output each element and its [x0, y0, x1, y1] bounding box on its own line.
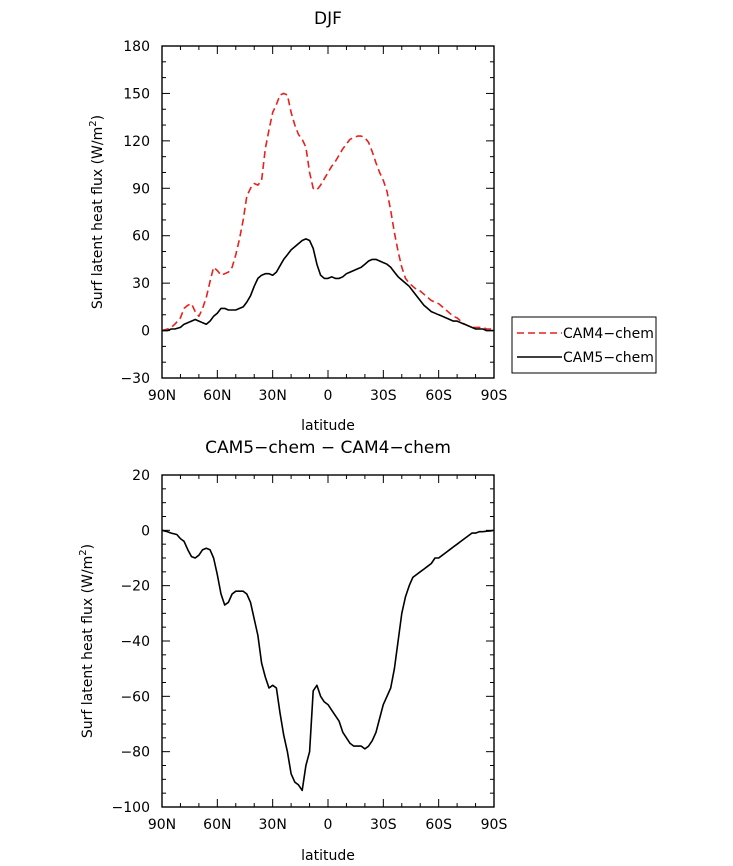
bottom-x-axis-label: latitude: [301, 848, 355, 864]
top-plot-frame: [161, 45, 495, 379]
top-y-tick-label: 30: [132, 276, 150, 292]
bottom-x-tick-label: 0: [324, 817, 333, 833]
top-series-cam4-line: [161, 92, 495, 332]
legend-box: [511, 316, 657, 374]
legend-label-cam4: CAM4−chem: [563, 326, 654, 342]
bottom-x-tick-label: 90N: [148, 817, 176, 833]
bottom-chart-title: CAM5−chem − CAM4−chem: [205, 438, 451, 458]
top-x-axis-label: latitude: [301, 418, 355, 434]
bottom-difference-line: [161, 529, 495, 792]
bottom-x-tick-label: 90S: [481, 817, 508, 833]
top-x-tick-label: 30S: [370, 388, 397, 404]
bottom-y-tick-label: −80: [120, 745, 150, 761]
top-x-tick-label: 60S: [425, 388, 452, 404]
top-y-axis-label: Surf latent heat flux (W/m2): [88, 115, 106, 309]
bottom-y-tick-label: −20: [120, 579, 150, 595]
top-y-tick-label: 120: [123, 134, 150, 150]
top-series-cam5-line: [162, 238, 494, 332]
legend: CAM4−chem CAM5−chem: [511, 316, 657, 374]
bottom-y-tick-label: 20: [132, 468, 150, 484]
bottom-y-axis-label: Surf latent heat flux (W/m2): [78, 544, 96, 738]
bottom-x-tick-label: 30N: [259, 817, 287, 833]
top-y-tick-label: −30: [120, 371, 150, 387]
bottom-y-tick-label: −100: [112, 800, 150, 816]
top-y-tick-label: 180: [123, 39, 150, 55]
top-x-tick-label: 90S: [481, 388, 508, 404]
top-x-tick-label: 60N: [203, 388, 231, 404]
bottom-y-tick-label: 0: [141, 523, 150, 539]
top-x-tick-label: 30N: [259, 388, 287, 404]
legend-label-cam5: CAM5−chem: [563, 350, 654, 366]
top-y-tick-label: 90: [132, 181, 150, 197]
bottom-y-tick-label: −40: [120, 634, 150, 650]
bottom-y-tick-label: −60: [120, 689, 150, 705]
bottom-x-tick-label: 60S: [425, 817, 452, 833]
bottom-plot-frame: [161, 474, 495, 808]
top-y-tick-label: 0: [141, 324, 150, 340]
top-y-tick-label: 150: [123, 86, 150, 102]
top-chart-title: DJF: [314, 9, 342, 29]
top-x-tick-label: 0: [324, 388, 333, 404]
top-y-tick-label: 60: [132, 229, 150, 245]
top-x-tick-label: 90N: [148, 388, 176, 404]
bottom-x-tick-label: 60N: [203, 817, 231, 833]
top-chart-panel: DJF 90N 60N 30N 0 30S 60S 90S −30 0 30 60 90 120 150 1…: [88, 9, 507, 434]
bottom-chart-panel: CAM5−chem − CAM4−chem 90N 60N 30N 0 30S 60S 90…: [78, 438, 507, 864]
bottom-x-tick-label: 30S: [370, 817, 397, 833]
